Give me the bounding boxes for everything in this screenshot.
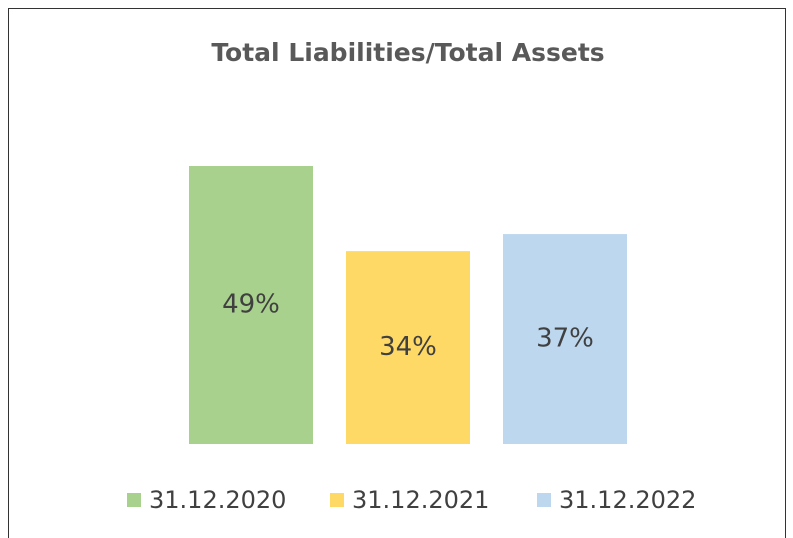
legend-swatch — [127, 493, 141, 507]
data-label: 37% — [536, 324, 594, 354]
chart-title: Total Liabilities/Total Assets — [211, 38, 604, 67]
legend-label: 31.12.2021 — [352, 486, 489, 514]
chart-border — [8, 8, 786, 538]
legend-label: 31.12.2020 — [149, 486, 286, 514]
data-label: 49% — [222, 290, 280, 320]
bar — [189, 166, 313, 444]
legend-swatch — [330, 493, 344, 507]
bar — [346, 251, 470, 444]
legend-label: 31.12.2022 — [559, 486, 696, 514]
bar — [503, 234, 627, 444]
legend-swatch — [537, 493, 551, 507]
data-label: 34% — [379, 332, 437, 362]
